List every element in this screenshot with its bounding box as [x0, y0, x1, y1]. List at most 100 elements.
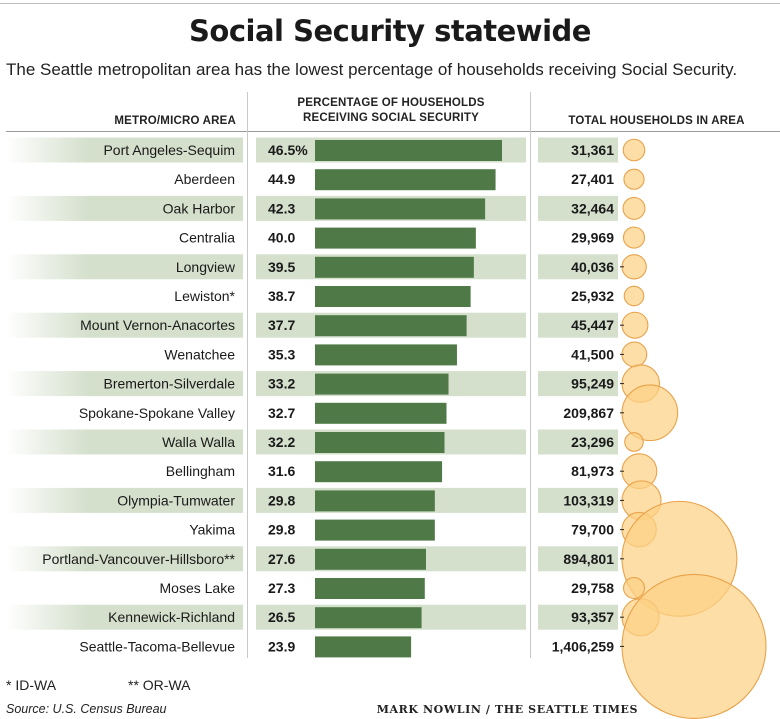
- percentage-bar: [315, 432, 445, 453]
- percentage-value-label: 35.3: [268, 346, 295, 362]
- households-value-label: 31,361: [571, 142, 614, 158]
- category-label: Lewiston*: [174, 288, 235, 304]
- total-households-column-header: TOTAL HOUSEHOLDS IN AREA: [568, 115, 745, 127]
- household-bubble: [623, 168, 645, 190]
- row-band-total: [538, 604, 618, 630]
- category-label: Bremerton-Silverdale: [104, 376, 236, 392]
- percentage-value-label: 44.9: [268, 171, 295, 187]
- percentage-column-header: PERCENTAGE OF HOUSEHOLDS RECEIVING SOCIA…: [252, 96, 530, 126]
- row-band-total: [538, 254, 618, 280]
- row-band-name: [6, 312, 243, 338]
- households-value-label: 23,296: [571, 434, 614, 450]
- category-label: Olympia-Tumwater: [117, 492, 235, 508]
- row-band-name: [6, 604, 243, 630]
- row-band-total: [538, 195, 618, 221]
- households-value-label: 45,447: [571, 317, 614, 333]
- row-band-name: [6, 371, 243, 397]
- households-value-label: 40,036: [571, 259, 614, 275]
- header-rule: [6, 131, 780, 132]
- percentage-value-label: 27.6: [268, 551, 295, 567]
- households-value-label: 29,969: [571, 230, 614, 246]
- source-note: Source: U.S. Census Bureau: [6, 702, 167, 716]
- category-label: Mount Vernon-Anacortes: [80, 317, 235, 333]
- household-bubble: [622, 196, 646, 220]
- households-value-label: 93,357: [571, 609, 614, 625]
- household-bubble: [622, 226, 646, 249]
- percentage-value-label: 29.8: [268, 522, 295, 538]
- row-band-name: [6, 546, 243, 572]
- household-bubble: [622, 576, 646, 600]
- category-label: Seattle-Tacoma-Bellevue: [79, 638, 235, 654]
- column-divider-left: [247, 92, 248, 658]
- household-bubble: [621, 311, 649, 339]
- row-band-total: [538, 546, 618, 572]
- percentage-value-label: 27.3: [268, 580, 295, 596]
- percentage-value-label: 39.5: [268, 259, 295, 275]
- percentage-value-label: 26.5: [268, 609, 295, 625]
- row-band-name: [6, 137, 243, 163]
- chart-rows: Port Angeles-Sequim 46.5% 31,361 Aberdeen 44…: [42, 140, 624, 658]
- households-value-label: 27,401: [571, 171, 614, 187]
- category-label: Port Angeles-Sequim: [103, 142, 235, 158]
- percentage-bar: [315, 548, 426, 570]
- households-value-label: 95,249: [571, 376, 614, 392]
- household-bubble: [623, 285, 645, 307]
- row-band-total: [538, 487, 618, 513]
- households-value-label: 1,406,259: [552, 638, 614, 654]
- percentage-bar: [315, 607, 422, 629]
- percentage-value-label: 42.3: [268, 200, 295, 216]
- percentage-bar: [315, 315, 467, 337]
- column-divider-right: [530, 92, 531, 658]
- households-value-label: 209,867: [563, 405, 614, 421]
- percentage-value-label: 32.7: [268, 405, 295, 421]
- percentage-bar: [315, 490, 435, 512]
- households-value-label: 894,801: [563, 551, 614, 567]
- percentage-bar: [315, 636, 412, 658]
- category-label: Centralia: [179, 230, 235, 246]
- row-band-name: [6, 487, 243, 513]
- percentage-bar: [315, 344, 457, 366]
- row-band-total: [538, 429, 618, 455]
- category-label: Aberdeen: [174, 171, 235, 187]
- percentage-bar: [315, 169, 496, 191]
- category-label: Moses Lake: [160, 580, 236, 596]
- percentage-header-line2: RECEIVING SOCIAL SECURITY: [302, 112, 480, 124]
- category-label: Longview: [176, 259, 236, 275]
- category-label: Walla Walla: [162, 434, 235, 450]
- percentage-bar: [315, 519, 435, 541]
- category-label: Portland-Vancouver-Hillsboro**: [42, 551, 235, 567]
- households-value-label: 81,973: [571, 463, 614, 479]
- household-bubble: [621, 254, 647, 280]
- percentage-bar: [315, 461, 443, 483]
- category-label: Bellingham: [166, 463, 235, 479]
- category-label: Spokane-Spokane Valley: [79, 405, 235, 421]
- percentage-value-label: 33.2: [268, 376, 295, 392]
- percentage-bar: [315, 373, 449, 395]
- category-label: Kennewick-Richland: [108, 609, 235, 625]
- row-band-name: [6, 429, 243, 455]
- category-label: Yakima: [189, 522, 235, 538]
- percentage-bar: [315, 198, 486, 220]
- row-band-total: [538, 371, 618, 397]
- percentage-value-label: 38.7: [268, 288, 295, 304]
- percentage-value-label: 29.8: [268, 492, 295, 508]
- households-value-label: 25,932: [571, 288, 614, 304]
- household-bubble: [621, 384, 679, 442]
- percentage-value-label: 32.2: [268, 434, 295, 450]
- footnote-id-wa: * ID-WA: [6, 677, 57, 693]
- percentage-value-label: 31.6: [268, 463, 295, 479]
- percentage-bar: [315, 578, 425, 599]
- category-label: Wenatchee: [164, 346, 235, 362]
- row-band-total: [538, 137, 618, 163]
- households-value-label: 29,758: [571, 580, 614, 596]
- row-band-name: [6, 195, 243, 221]
- row-band-total: [538, 312, 618, 338]
- category-label: Oak Harbor: [163, 200, 236, 216]
- household-bubbles: [621, 138, 767, 719]
- chart-title: Social Security statewide: [189, 14, 591, 48]
- households-value-label: 79,700: [571, 522, 614, 538]
- households-value-label: 41,500: [571, 346, 614, 362]
- percentage-header-line1: PERCENTAGE OF HOUSEHOLDS: [297, 97, 485, 109]
- credit-line: MARK NOWLIN / THE SEATTLE TIMES: [376, 703, 638, 716]
